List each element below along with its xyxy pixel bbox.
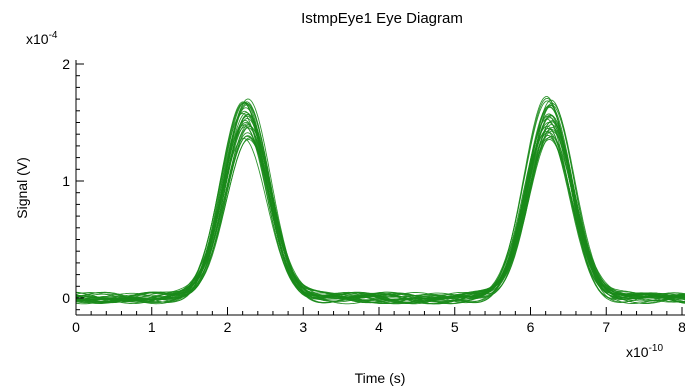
x-axis-label: Time (s) (355, 370, 406, 386)
x-tick-label: 1 (148, 319, 156, 335)
eye-trace (76, 96, 685, 303)
eye-traces (76, 96, 685, 305)
x-multiplier-label: x10-10 (626, 343, 663, 360)
x-tick-label: 4 (375, 319, 383, 335)
y-multiplier-label: x10-4 (26, 30, 58, 47)
x-tick-label: 7 (602, 319, 610, 335)
eye-trace (76, 105, 685, 304)
x-multiplier-exponent: -10 (649, 343, 664, 354)
eye-trace (76, 115, 685, 304)
chart-title: IstmpEye1 Eye Diagram (301, 10, 463, 27)
y-multiplier-exponent: -4 (49, 30, 58, 41)
x-tick-label: 2 (224, 319, 232, 335)
y-axis-label: Signal (V) (14, 157, 30, 218)
y-tick-label: 0 (62, 290, 70, 306)
x-tick-label: 5 (451, 319, 459, 335)
eye-trace (76, 112, 685, 304)
x-tick-label: 8 (678, 319, 685, 335)
y-tick-label: 1 (62, 173, 70, 189)
eye-trace (76, 100, 685, 304)
eye-trace (76, 113, 685, 305)
x-tick-label: 0 (72, 319, 80, 335)
x-tick-label: 3 (299, 319, 307, 335)
eye-trace (76, 135, 685, 304)
y-tick-label: 2 (62, 56, 70, 72)
axes: 0 1 2 3 4 5 6 7 8 0 1 2 (62, 56, 685, 335)
x-tick-label: 6 (527, 319, 535, 335)
y-multiplier-base: x10 (26, 31, 49, 47)
x-multiplier-base: x10 (626, 344, 649, 360)
